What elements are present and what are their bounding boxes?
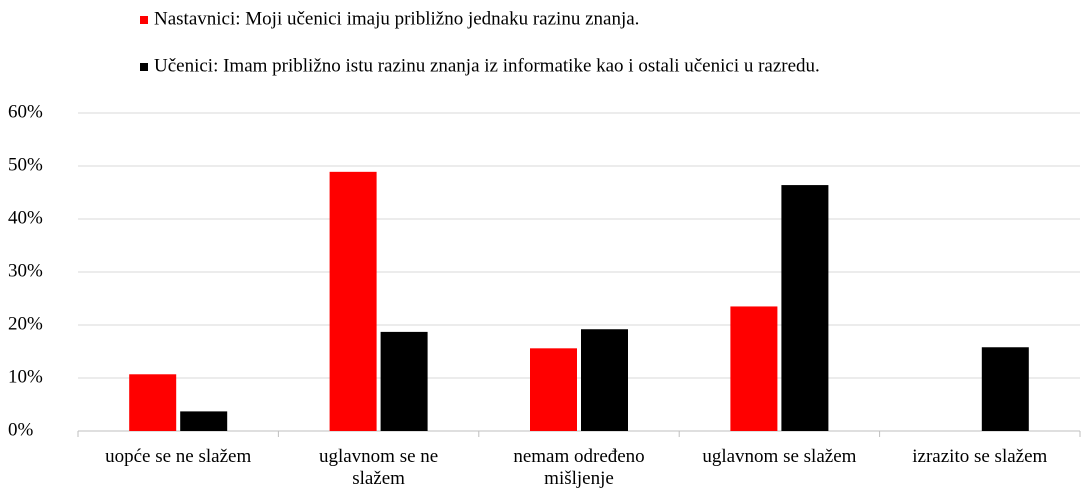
bar [329, 171, 377, 431]
bar [530, 348, 577, 431]
legend-label: Nastavnici: Moji učenici imaju približno… [154, 8, 639, 29]
bar [380, 331, 428, 431]
y-tick-label: 0% [8, 419, 34, 440]
x-tick-label: uopće se ne slažem [105, 446, 252, 467]
x-tick-label: uglavnom se ne slažem [318, 446, 439, 489]
legend-label: Učenici: Imam približno istu razinu znan… [154, 55, 820, 76]
x-tick-label: nemam određeno mišljenje [513, 446, 645, 489]
legend-swatch [140, 16, 148, 24]
y-tick-label: 50% [8, 154, 43, 175]
bar [180, 411, 228, 431]
y-tick-label: 40% [8, 207, 43, 228]
y-tick-label: 30% [8, 260, 43, 281]
legend-swatch [140, 63, 148, 71]
bar [781, 185, 829, 431]
x-tick-label: izrazito se slažem [912, 446, 1048, 467]
y-tick-label: 60% [8, 101, 43, 122]
bar [981, 347, 1029, 431]
bar [730, 306, 778, 431]
y-tick-label: 20% [8, 313, 43, 334]
bar [129, 374, 177, 431]
y-tick-label: 10% [8, 366, 43, 387]
bar [581, 329, 628, 431]
x-tick-label: uglavnom se slažem [702, 446, 857, 467]
